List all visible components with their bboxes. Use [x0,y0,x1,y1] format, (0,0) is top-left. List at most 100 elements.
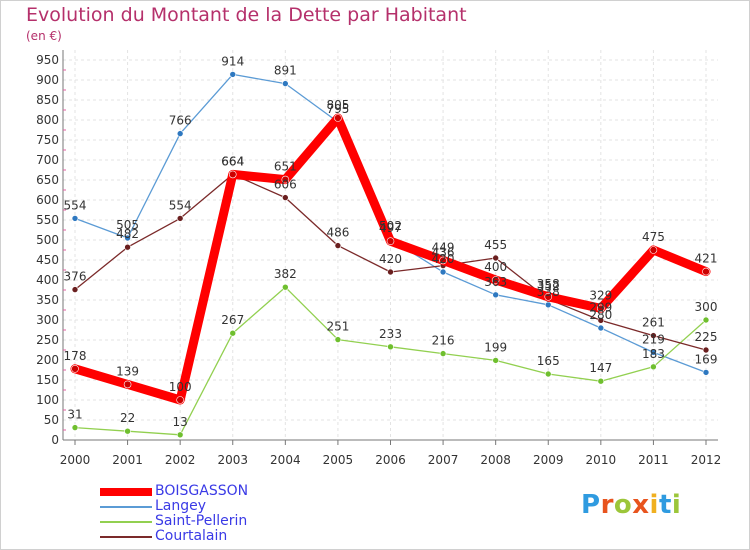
chart-subtitle: (en €) [26,29,62,43]
y-tick-label: 50 [44,413,59,427]
data-point [334,114,342,122]
data-point [176,215,184,222]
data-point [649,246,658,254]
y-tick-label: 600 [36,193,59,207]
y-tick-label: 250 [36,333,59,347]
data-point [124,243,131,251]
data-point [281,175,290,184]
data-point [334,242,342,249]
data-label: 261 [642,316,665,330]
data-point [334,336,342,343]
series-lines [70,71,711,439]
y-tick-label: 100 [36,393,59,407]
data-label: 497 [379,221,402,235]
y-tick-label: 750 [36,133,59,147]
y-tick-label: 150 [36,373,59,387]
data-label: 216 [432,334,455,348]
data-point [702,346,710,354]
x-tick-label: 2008 [480,453,511,467]
data-label: 329 [589,288,612,302]
y-tick-label: 400 [36,273,59,287]
x-tick-label: 2004 [270,453,301,467]
y-tick-label: 450 [36,253,59,267]
x-tick-label: 2011 [638,453,669,467]
data-label: 13 [173,415,188,429]
axes: 0 50 100 150 200 250 300 350 400 450 500 550 600 650 7… [36,50,721,467]
legend-swatch [100,506,152,508]
legend-label: Langey [155,498,207,514]
data-point [229,71,237,78]
data-point [702,267,710,276]
data-point [124,234,131,242]
data-label: 554 [169,198,192,212]
data-label: 300 [695,300,718,314]
y-tick-label: 700 [36,153,59,167]
data-label: 338 [537,285,560,299]
data-label: 267 [221,313,244,327]
data-point [124,427,131,435]
data-label: 891 [274,64,297,78]
y-tick-label: 950 [36,53,59,67]
data-label: 299 [589,300,612,314]
data-label: 183 [642,347,665,361]
data-point [176,396,184,404]
data-labels: 554 505 766 914 891 795 502 420 363 338 280 219 169 3… [64,54,718,428]
data-point [492,254,499,262]
data-point [71,424,79,431]
data-label: 199 [484,340,507,354]
data-label: 352 [537,279,560,293]
data-point [282,194,289,201]
logo-letter: P [581,490,601,520]
legend-label: Courtalain [155,528,228,544]
x-tick-label: 2012 [691,453,722,467]
data-point [650,332,657,339]
data-point [492,291,499,299]
y-tick-label: 800 [36,113,59,127]
data-label: 914 [221,54,244,68]
data-label: 169 [695,352,718,366]
data-point [544,292,553,301]
data-point [71,215,79,222]
data-label: 664 [221,154,244,168]
data-label: 178 [64,349,87,363]
data-label: 664 [221,154,244,168]
data-label: 606 [274,178,297,192]
y-tick-label: 350 [36,293,59,307]
x-tick-label: 2006 [375,453,406,467]
data-label: 139 [116,364,139,378]
logo-letter: r [600,490,614,520]
data-point [387,343,394,351]
data-label: 455 [484,238,507,252]
y-tick-label: 850 [36,93,59,107]
data-label: 376 [64,270,87,284]
y-tick-label: 0 [51,433,59,447]
data-point [597,377,605,385]
x-tick-label: 2000 [60,453,91,467]
data-label: 100 [169,380,192,394]
data-label: 358 [537,277,560,291]
x-tick-label: 2009 [533,453,564,467]
data-label: 482 [116,227,139,241]
data-point [176,431,184,439]
logo-letter: o [613,490,633,520]
logo-letter: x [632,490,650,520]
legend-label: BOISGASSON [155,483,249,499]
data-point [282,80,289,87]
data-label: 651 [274,160,297,174]
data-label: 251 [326,320,349,334]
data-label: 766 [169,114,192,128]
y-tick-label: 200 [36,353,59,367]
y-tick-label: 500 [36,233,59,247]
data-point [439,350,447,357]
data-point [597,304,605,313]
y-tick-label: 900 [36,73,59,87]
logo-letter: t [658,490,672,520]
data-label: 554 [64,198,87,212]
data-point [544,370,552,378]
data-label: 505 [116,218,139,232]
proxiti-logo: Proxiti [581,490,681,520]
y-tick-label: 550 [36,213,59,227]
legend-label: Saint-Pellerin [155,513,248,529]
data-point [491,276,500,284]
x-tick-label: 2007 [428,453,459,467]
